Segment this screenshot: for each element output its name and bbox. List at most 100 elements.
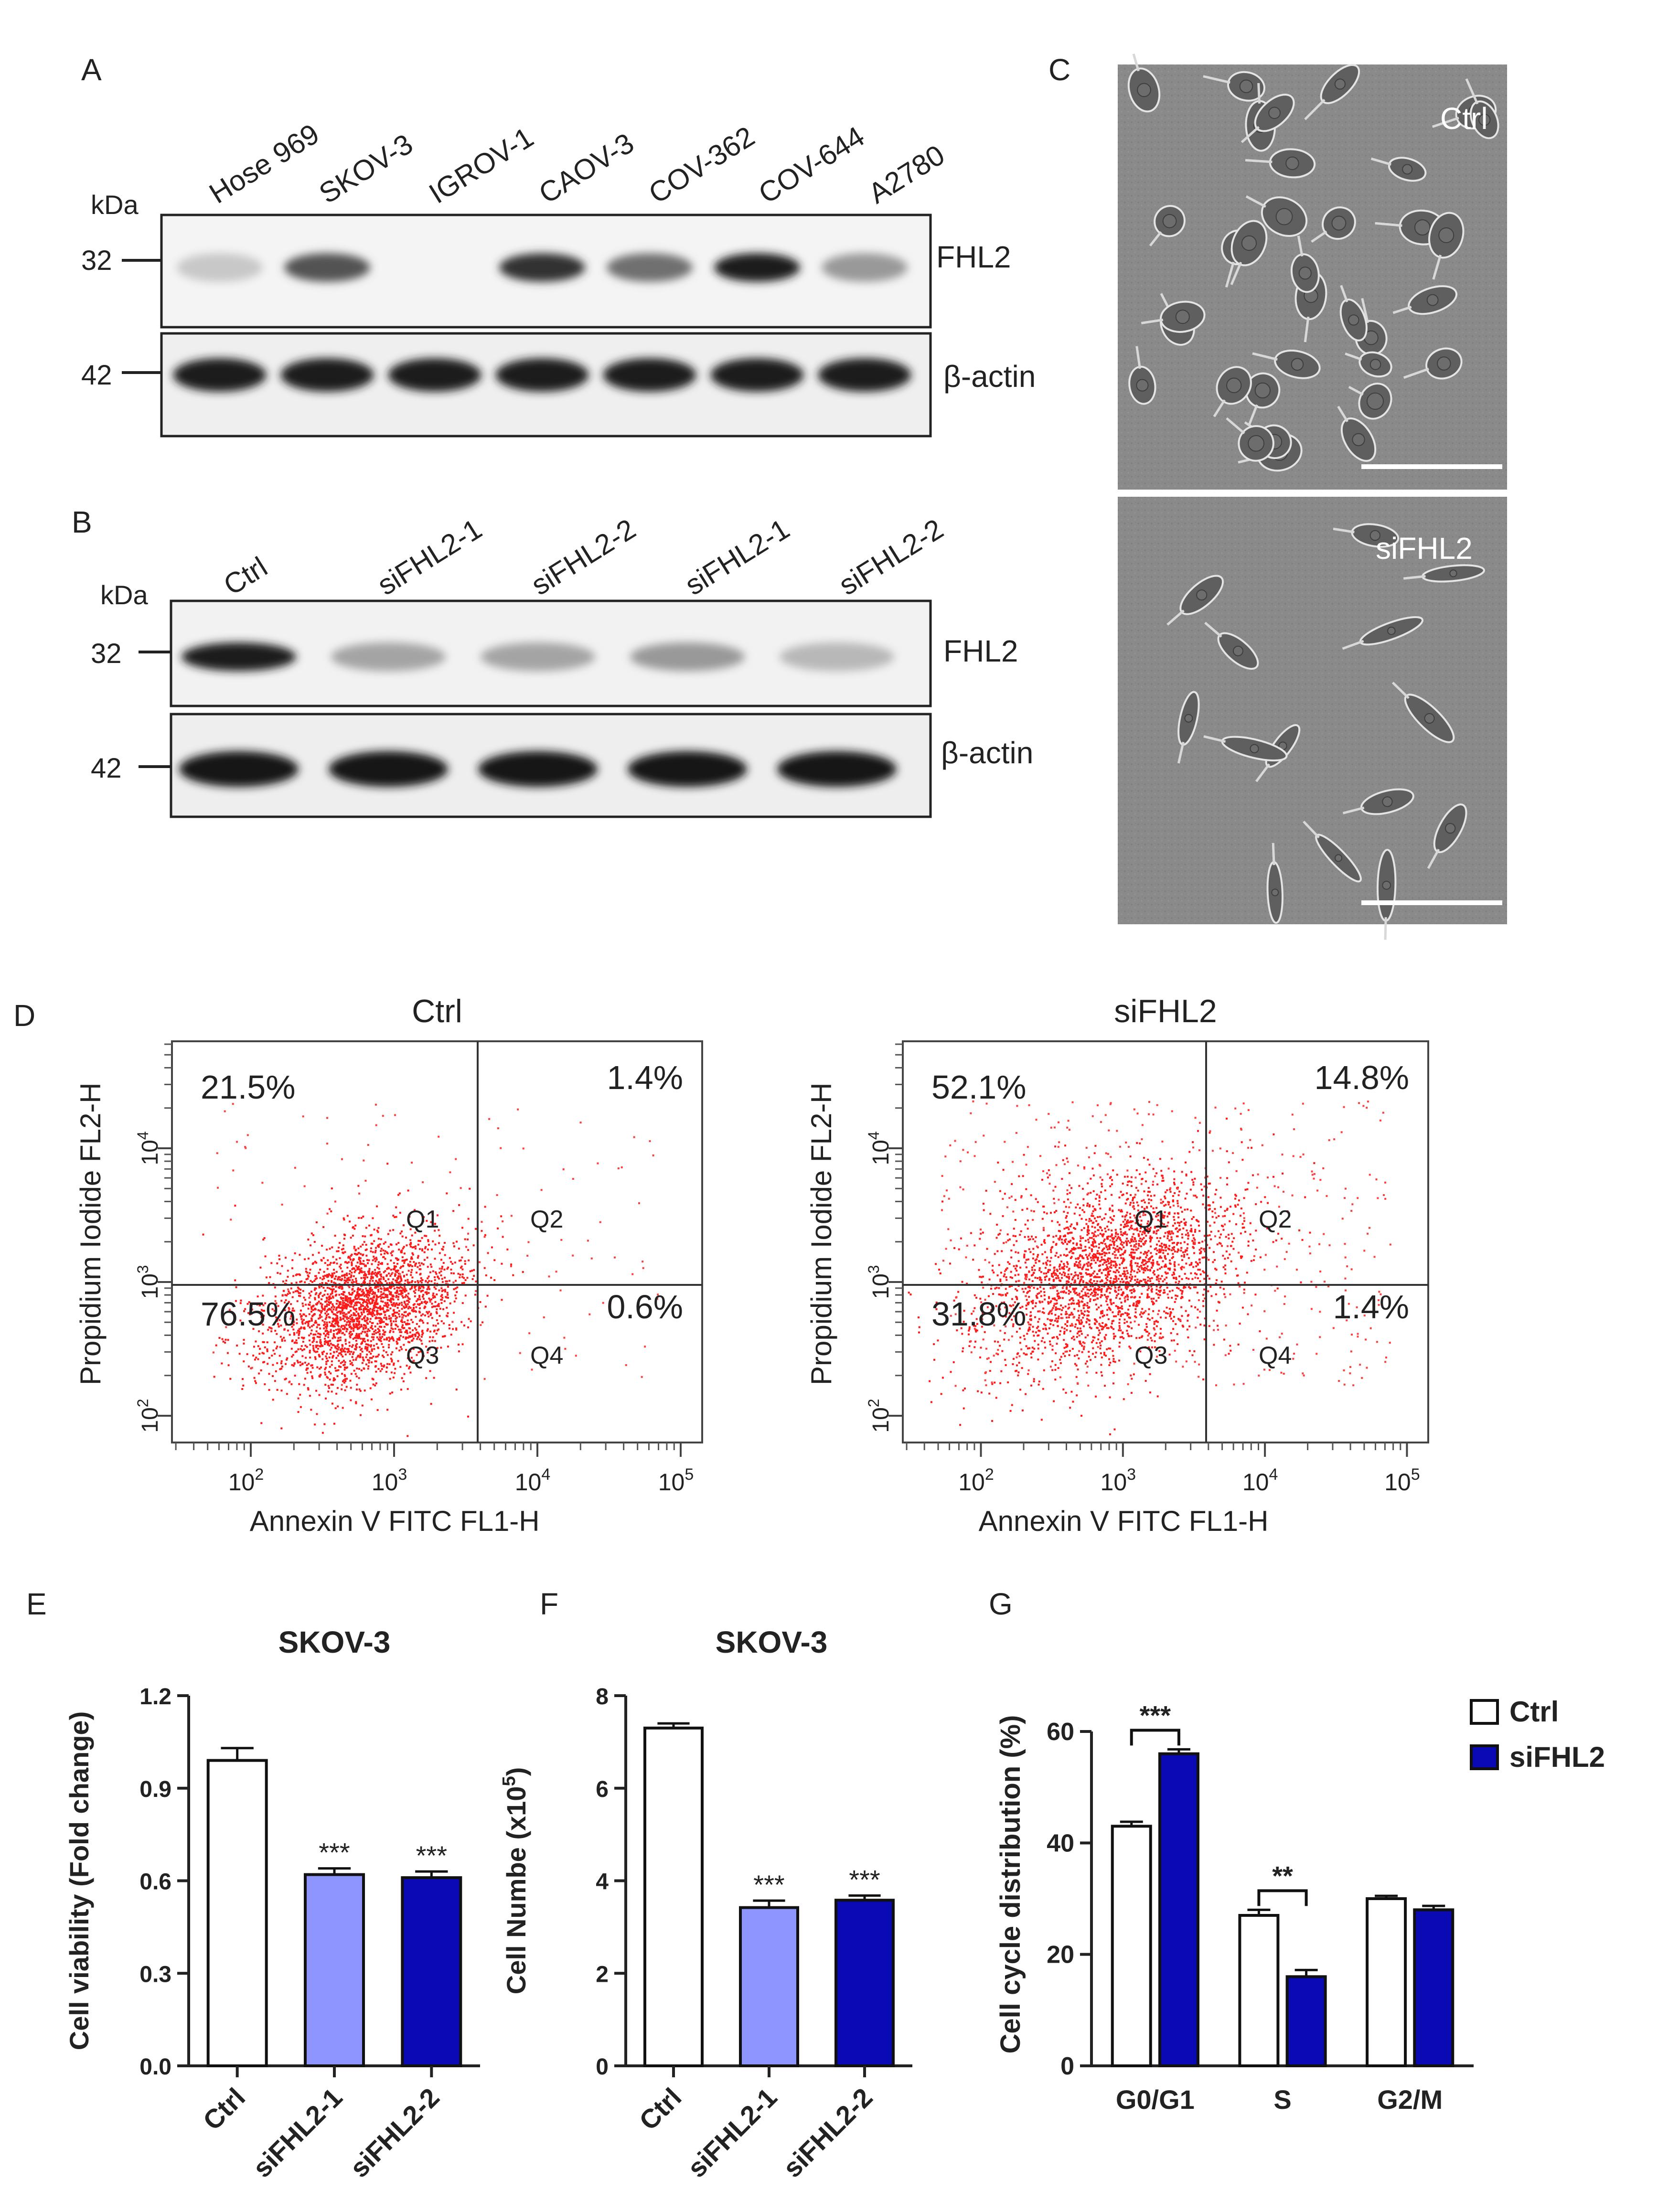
flow-event — [443, 1335, 445, 1337]
flow-event — [1049, 1319, 1051, 1321]
flow-event — [1023, 1255, 1026, 1258]
flow-event — [1122, 1234, 1124, 1237]
flow-event — [1004, 1332, 1006, 1334]
flow-event — [342, 1356, 344, 1358]
panel-a-kda: kDa — [91, 190, 139, 220]
flow-event — [1098, 1306, 1100, 1309]
flow-event — [419, 1268, 422, 1271]
flow-event — [1202, 1378, 1205, 1380]
flow-event — [1155, 1333, 1157, 1335]
flow-event — [411, 1309, 414, 1311]
flow-event — [1101, 1374, 1103, 1377]
flow-event — [1067, 1226, 1069, 1229]
flow-event — [282, 1290, 285, 1292]
flow-event — [441, 1268, 443, 1270]
flow-event — [1172, 1225, 1174, 1227]
flow-event — [1185, 1234, 1187, 1236]
flow-event — [414, 1295, 416, 1297]
flow-event — [1118, 1359, 1121, 1362]
flow-event — [307, 1257, 310, 1260]
flow-event — [370, 1250, 372, 1252]
flow-event — [440, 1346, 442, 1349]
flow-event — [1188, 1299, 1190, 1302]
flow-event — [427, 1248, 429, 1250]
flow-event — [1177, 1282, 1180, 1285]
flow-event — [374, 1272, 376, 1274]
flow-event — [1237, 1204, 1239, 1206]
flow-event — [343, 1282, 346, 1284]
flow-event — [471, 1278, 474, 1280]
lane-label: A2780 — [863, 139, 950, 210]
flow-event — [390, 1286, 393, 1288]
flow-event — [1168, 1269, 1171, 1271]
flow-event — [1177, 1200, 1179, 1202]
flow-event — [394, 1216, 396, 1218]
flow-event — [1082, 1313, 1084, 1315]
flow-event — [373, 1336, 375, 1338]
flow-event — [396, 1281, 398, 1283]
flow-event — [1172, 1199, 1175, 1202]
flow-event — [970, 1232, 972, 1234]
flow-event — [475, 1280, 477, 1282]
flow-event — [326, 1212, 329, 1215]
flow-event — [1113, 1250, 1116, 1253]
flow-event — [377, 1238, 380, 1240]
flow-event — [393, 1287, 396, 1290]
flow-event — [312, 1349, 315, 1351]
flow-event — [391, 1281, 393, 1283]
flow-event — [380, 1238, 382, 1240]
flow-event — [339, 1336, 342, 1339]
flow-event — [1159, 1220, 1161, 1222]
flow-event — [1107, 1318, 1110, 1320]
flow-event — [918, 1326, 920, 1328]
flow-event — [1015, 1251, 1017, 1253]
flow-event — [1040, 1281, 1043, 1283]
flow-event — [364, 1389, 366, 1392]
flow-event — [1109, 1270, 1112, 1272]
flow-event — [1101, 1259, 1103, 1261]
flow-event — [1038, 1260, 1040, 1262]
flow-event — [337, 1337, 340, 1339]
flow-event — [285, 1280, 288, 1282]
flow-event — [335, 1329, 337, 1331]
flow-event — [1132, 1285, 1134, 1287]
flow-event — [344, 1307, 346, 1309]
flow-event — [1191, 1218, 1193, 1220]
flow-event — [293, 1342, 296, 1344]
flow-event — [366, 1333, 368, 1336]
flow-event — [1107, 1257, 1110, 1260]
flow-event — [358, 1307, 361, 1309]
flow-event — [1130, 1296, 1133, 1298]
flow-event — [1202, 1195, 1205, 1197]
flow-event — [390, 1252, 392, 1254]
flow-event — [309, 1304, 311, 1306]
flow-event — [274, 1300, 277, 1302]
flow-event — [1069, 1251, 1071, 1253]
flow-event — [358, 1327, 360, 1329]
flow-event — [1112, 1280, 1114, 1282]
blot-band — [603, 358, 696, 392]
flow-event — [370, 1287, 372, 1289]
panel-letter-b: B — [72, 505, 92, 539]
flow-event — [1088, 1311, 1090, 1313]
flow-event — [543, 1316, 545, 1319]
flow-event — [1114, 1286, 1116, 1289]
flow-event — [1131, 1269, 1133, 1271]
flow-event — [409, 1327, 411, 1330]
flow-event — [1136, 1201, 1138, 1204]
flow-event — [1124, 1300, 1126, 1303]
flow-event — [1216, 1309, 1218, 1312]
flow-event — [1026, 1208, 1028, 1210]
flow-event — [312, 1347, 315, 1349]
flow-event — [327, 1309, 330, 1311]
flow-event — [345, 1324, 348, 1326]
flow-event — [365, 1301, 368, 1304]
flow-event — [1073, 1227, 1075, 1229]
flow-event — [1071, 1337, 1073, 1339]
flow-event — [339, 1352, 342, 1354]
flow-event — [385, 1296, 387, 1298]
flow-event — [370, 1398, 373, 1400]
flow-event — [1054, 1368, 1057, 1371]
flow-event — [1177, 1242, 1179, 1244]
flow-event — [403, 1311, 406, 1314]
